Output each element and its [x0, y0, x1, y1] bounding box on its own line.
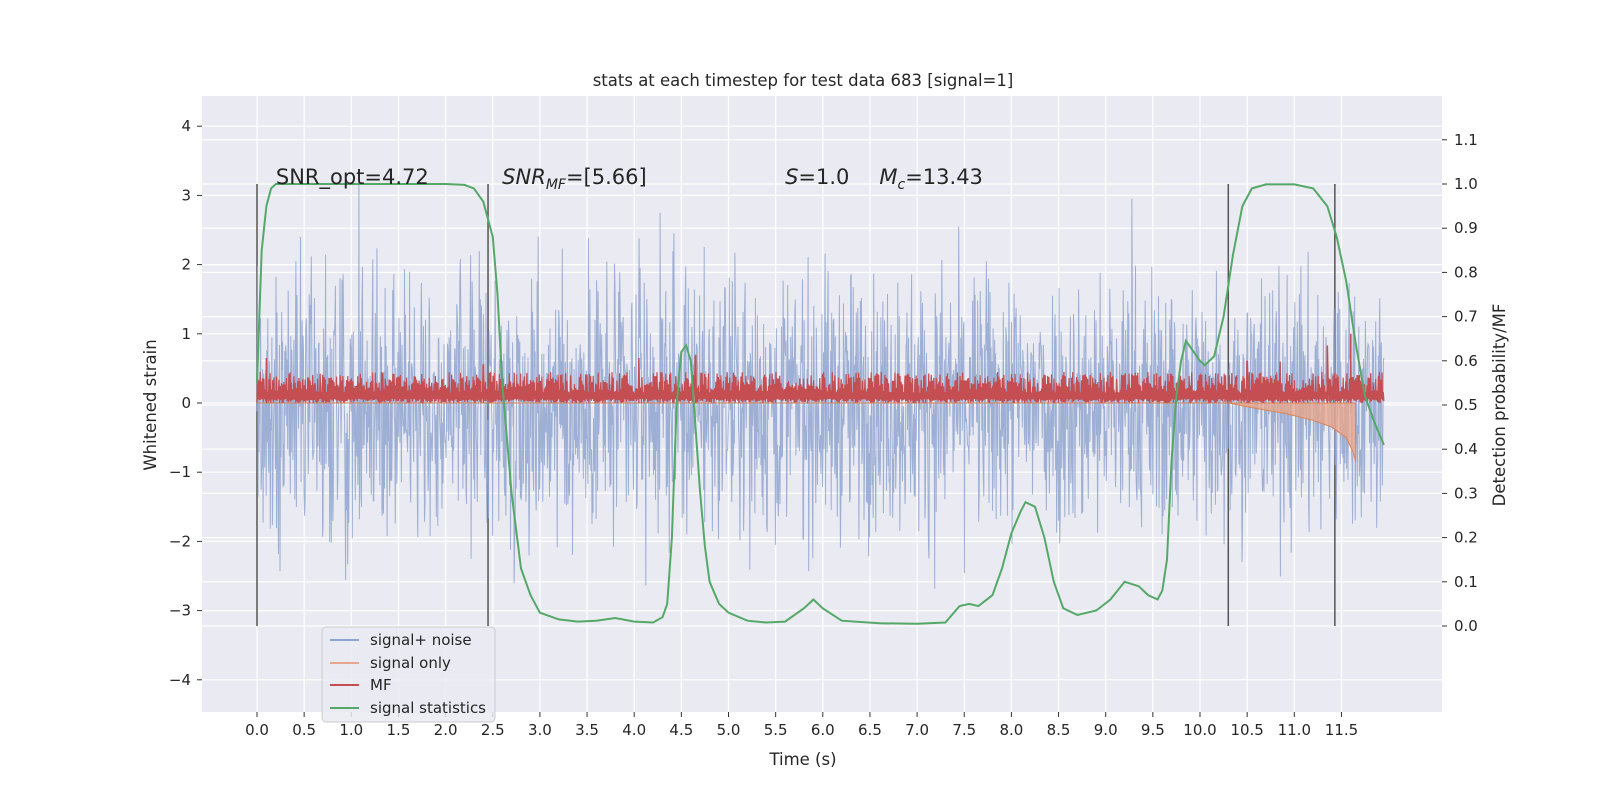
y2-tick-label: 0.5	[1454, 396, 1478, 414]
mf-series	[256, 333, 1385, 404]
x-tick-label: 2.5	[481, 721, 505, 739]
x-tick-label: 9.5	[1141, 721, 1165, 739]
x-tick-label: 11.0	[1278, 721, 1311, 739]
x-tick-label: 5.5	[764, 721, 788, 739]
annotation-mc: Mc=13.43	[879, 165, 983, 193]
signal-noise-line	[256, 170, 1385, 589]
x-tick-label: 0.0	[245, 721, 269, 739]
signal-statistics-line	[256, 183, 1385, 625]
x-tick-label: 8.0	[999, 721, 1023, 739]
y-tick-label: −2	[169, 532, 191, 550]
x-tick-label: 10.0	[1183, 721, 1216, 739]
y2-tick-label: 0.0	[1454, 617, 1478, 635]
axes: 0.0 0.5 1.0 1.5 2.0 2.5 3.0 3.5 4.0 4.5 5.0 5.5 6.0 6…	[169, 117, 1478, 739]
x-tick-label: 6.5	[858, 721, 882, 739]
x-tick-label: 10.5	[1230, 721, 1263, 739]
annotation-s: S=1.0	[785, 165, 849, 189]
y2-tick-label: 0.2	[1454, 529, 1478, 547]
legend-label-signal-noise: signal+ noise	[370, 631, 472, 649]
x-tick-label: 6.0	[811, 721, 835, 739]
y2-tick-label: 0.6	[1454, 352, 1478, 370]
annotations: SNR_opt=4.72 SNRMF=[5.66] S=1.0 Mc=13.43	[276, 165, 983, 193]
x-tick-label: 4.5	[669, 721, 693, 739]
x-tick-label: 9.0	[1094, 721, 1118, 739]
x-axis-label: Time (s)	[768, 750, 836, 769]
y2-tick-label: 0.8	[1454, 263, 1478, 281]
legend-label-mf: MF	[370, 676, 392, 694]
y-tick-label: 3	[181, 186, 191, 204]
y-tick-label: −4	[169, 671, 191, 689]
x-tick-label: 11.5	[1325, 721, 1358, 739]
annotation-snr-mf: SNRMF=[5.66]	[502, 165, 647, 193]
y-tick-label: 2	[181, 256, 191, 274]
y-tick-label: 4	[181, 117, 191, 135]
legend-label-signal-statistics: signal statistics	[370, 699, 486, 717]
x-tick-label: 5.0	[717, 721, 741, 739]
y-axis-label: Whitened strain	[141, 339, 160, 470]
y2-tick-label: 0.9	[1454, 219, 1478, 237]
signal-statistics-series	[256, 183, 1385, 625]
signal-noise-series	[256, 170, 1385, 589]
x-tick-label: 3.5	[575, 721, 599, 739]
x-tick-label: 1.0	[339, 721, 363, 739]
legend: signal+ noise signal only MF signal stat…	[321, 626, 496, 723]
y-tick-label: −3	[169, 602, 191, 620]
y-tick-label: 0	[181, 394, 191, 412]
x-tick-label: 7.5	[952, 721, 976, 739]
y2-tick-label: 0.7	[1454, 308, 1478, 326]
x-tick-label: 0.5	[292, 721, 316, 739]
y2-tick-label: 1.1	[1454, 131, 1478, 149]
y2-tick-label: 0.1	[1454, 573, 1478, 591]
chart-title: stats at each timestep for test data 683…	[593, 71, 1014, 90]
y-tick-label: −1	[169, 463, 191, 481]
mf-line	[256, 333, 1385, 404]
x-tick-label: 2.0	[434, 721, 458, 739]
x-tick-label: 4.0	[622, 721, 646, 739]
y2-tick-label: 1.0	[1454, 175, 1478, 193]
x-tick-label: 8.5	[1047, 721, 1071, 739]
x-tick-label: 1.5	[387, 721, 411, 739]
y2-tick-label: 0.4	[1454, 440, 1478, 458]
x-tick-label: 7.0	[905, 721, 929, 739]
y-tick-label: 1	[181, 325, 191, 343]
legend-box	[321, 626, 496, 723]
y2-axis-label: Detection probability/MF	[1490, 304, 1509, 507]
y2-tick-label: 0.3	[1454, 484, 1478, 502]
x-tick-label: 3.0	[528, 721, 552, 739]
legend-label-signal-only: signal only	[370, 654, 451, 672]
annotation-snr-opt: SNR_opt=4.72	[276, 165, 429, 190]
